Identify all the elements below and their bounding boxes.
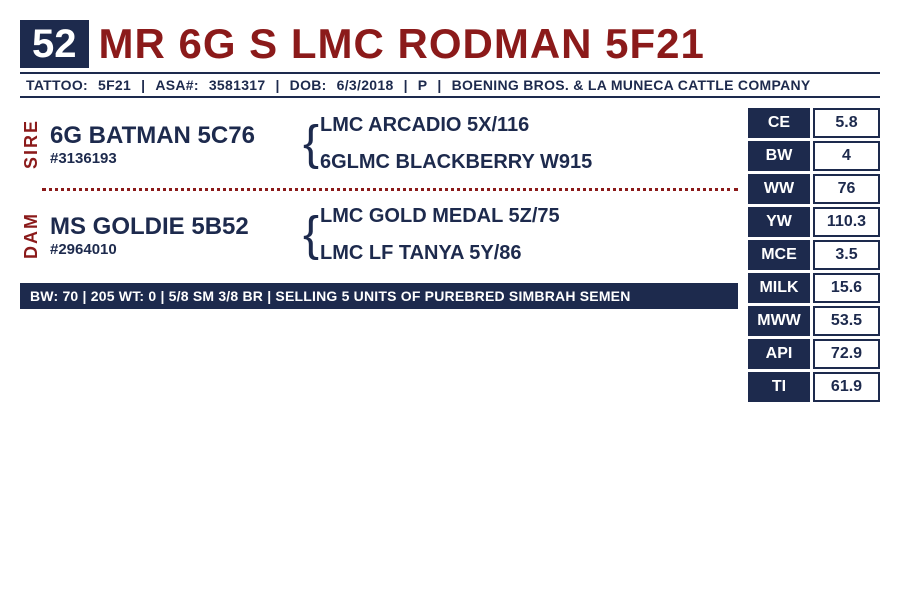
epd-row: BW 4: [748, 141, 880, 171]
epd-label: CE: [748, 108, 810, 138]
sire-grandparents: LMC ARCADIO 5X/116 6GLMC BLACKBERRY W915: [320, 104, 738, 184]
epd-value: 53.5: [813, 306, 880, 336]
epd-value: 72.9: [813, 339, 880, 369]
sire-name: 6G BATMAN 5C76: [50, 122, 298, 150]
separator: |: [160, 288, 168, 304]
sire-label-text: SIRE: [21, 119, 42, 169]
epd-table: CE 5.8 BW 4 WW 76 YW 110.3 MCE 3.5 MILK …: [748, 104, 880, 402]
epd-label: MCE: [748, 240, 810, 270]
epd-row: API 72.9: [748, 339, 880, 369]
epd-value: 5.8: [813, 108, 880, 138]
separator: |: [437, 77, 441, 93]
dam-side-label: DAM: [20, 195, 42, 275]
sale-note: SELLING 5 UNITS OF PUREBRED SIMBRAH SEME…: [275, 288, 630, 304]
epd-row: TI 61.9: [748, 372, 880, 402]
separator: |: [404, 77, 408, 93]
sire-row: SIRE 6G BATMAN 5C76 #3136193 { LMC ARCAD…: [20, 104, 738, 184]
brace-icon: {: [302, 104, 320, 184]
epd-value: 15.6: [813, 273, 880, 303]
dam-column: MS GOLDIE 5B52 #2964010: [42, 195, 302, 275]
dam-gp1: LMC GOLD MEDAL 5Z/75: [320, 205, 738, 228]
sire-gp2: 6GLMC BLACKBERRY W915: [320, 151, 738, 174]
dam-gp2: LMC LF TANYA 5Y/86: [320, 242, 738, 265]
status-value: P: [418, 77, 428, 93]
sire-reg: #3136193: [50, 150, 298, 167]
breed-value: 5/8 SM 3/8 BR: [169, 288, 263, 304]
asa-value: 3581317: [209, 77, 266, 93]
epd-value: 61.9: [813, 372, 880, 402]
title-row: 52 MR 6G S LMC RODMAN 5F21: [20, 20, 880, 68]
divider: [42, 188, 738, 191]
dam-label-text: DAM: [21, 212, 42, 259]
epd-row: MILK 15.6: [748, 273, 880, 303]
separator: |: [141, 77, 145, 93]
body: SIRE 6G BATMAN 5C76 #3136193 { LMC ARCAD…: [20, 104, 880, 402]
epd-value: 110.3: [813, 207, 880, 237]
sire-gp1: LMC ARCADIO 5X/116: [320, 114, 738, 137]
separator: |: [83, 288, 91, 304]
epd-value: 76: [813, 174, 880, 204]
epd-label: TI: [748, 372, 810, 402]
bw-value: 70: [62, 288, 78, 304]
epd-value: 4: [813, 141, 880, 171]
lot-number: 52: [20, 20, 89, 68]
epd-value: 3.5: [813, 240, 880, 270]
epd-row: MCE 3.5: [748, 240, 880, 270]
separator: |: [275, 77, 279, 93]
dam-name: MS GOLDIE 5B52: [50, 213, 298, 241]
sire-column: 6G BATMAN 5C76 #3136193: [42, 104, 302, 184]
owner-value: BOENING BROS. & LA MUNECA CATTLE COMPANY: [452, 77, 811, 93]
wt-label: 205 WT:: [91, 288, 145, 304]
dob-label: DOB:: [290, 77, 327, 93]
epd-row: CE 5.8: [748, 108, 880, 138]
bw-label: BW:: [30, 288, 58, 304]
sire-side-label: SIRE: [20, 104, 42, 184]
dam-row: DAM MS GOLDIE 5B52 #2964010 { LMC GOLD M…: [20, 195, 738, 275]
info-bar: TATTOO: 5F21 | ASA#: 3581317 | DOB: 6/3/…: [20, 72, 880, 98]
epd-label: API: [748, 339, 810, 369]
catalog-card: 52 MR 6G S LMC RODMAN 5F21 TATTOO: 5F21 …: [20, 20, 880, 402]
tattoo-label: TATTOO:: [26, 77, 88, 93]
tattoo-value: 5F21: [98, 77, 131, 93]
epd-label: BW: [748, 141, 810, 171]
epd-label: YW: [748, 207, 810, 237]
dam-grandparents: LMC GOLD MEDAL 5Z/75 LMC LF TANYA 5Y/86: [320, 195, 738, 275]
pedigree-block: SIRE 6G BATMAN 5C76 #3136193 { LMC ARCAD…: [20, 104, 738, 402]
wt-value: 0: [148, 288, 156, 304]
epd-row: MWW 53.5: [748, 306, 880, 336]
brace-icon: {: [302, 195, 320, 275]
dam-reg: #2964010: [50, 241, 298, 258]
asa-label: ASA#:: [155, 77, 199, 93]
sale-bar: BW: 70 | 205 WT: 0 | 5/8 SM 3/8 BR | SEL…: [20, 283, 738, 309]
dob-value: 6/3/2018: [337, 77, 394, 93]
epd-row: YW 110.3: [748, 207, 880, 237]
epd-label: WW: [748, 174, 810, 204]
epd-label: MILK: [748, 273, 810, 303]
epd-row: WW 76: [748, 174, 880, 204]
epd-label: MWW: [748, 306, 810, 336]
animal-name: MR 6G S LMC RODMAN 5F21: [99, 20, 705, 68]
